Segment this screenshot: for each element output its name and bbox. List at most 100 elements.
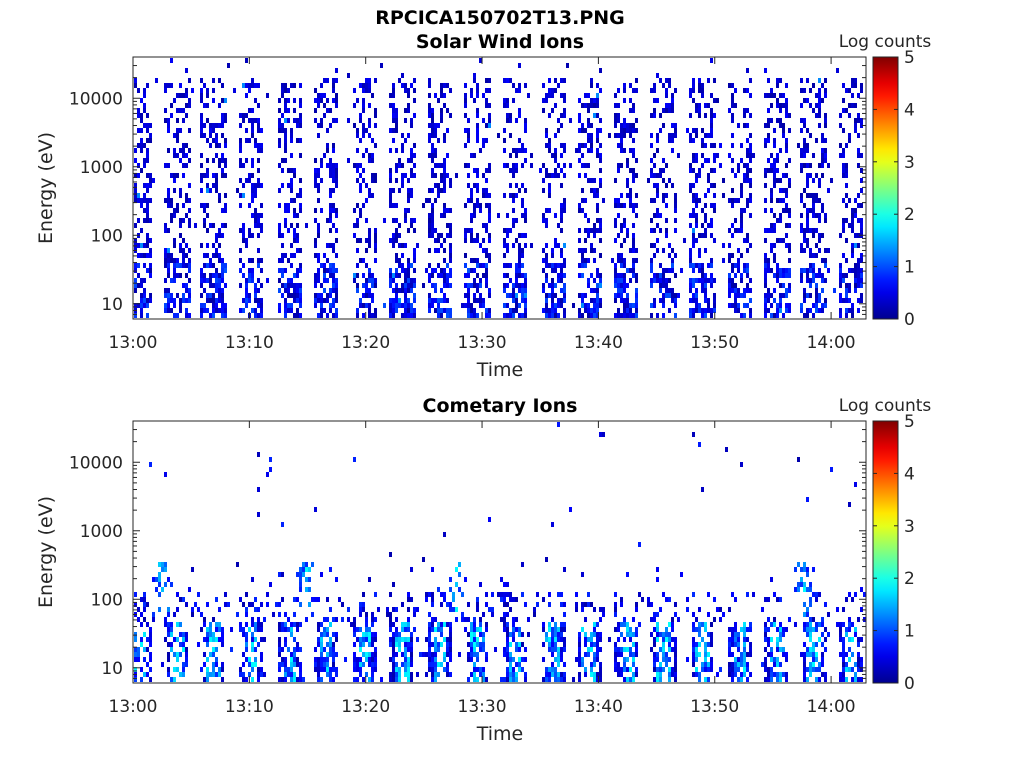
spectrogram-cell <box>212 138 215 143</box>
spectrogram-cell <box>320 622 323 627</box>
spectrogram-cell <box>479 58 482 63</box>
spectrogram-cell <box>407 298 410 303</box>
spectrogram-cell <box>701 88 704 93</box>
spectrogram-cell <box>485 178 488 183</box>
spectrogram-cell <box>551 632 554 637</box>
spectrogram-cell <box>176 118 179 123</box>
spectrogram-cell <box>368 228 371 233</box>
spectrogram-cell <box>695 308 698 313</box>
spectrogram-cell <box>368 158 371 163</box>
spectrogram-cell <box>713 193 716 198</box>
spectrogram-cell <box>695 153 698 158</box>
spectrogram-cell <box>209 627 212 632</box>
spectrogram-cell <box>713 617 716 622</box>
spectrogram-cell <box>461 612 464 617</box>
spectrogram-cell <box>662 193 665 198</box>
spectrogram-cell <box>413 258 416 263</box>
spectrogram-cell <box>251 83 254 88</box>
spectrogram-cell <box>401 263 404 268</box>
spectrogram-cell <box>857 133 860 138</box>
spectrogram-cell <box>296 213 299 218</box>
spectrogram-cell <box>635 607 638 612</box>
spectrogram-cell <box>359 657 362 662</box>
spectrogram-cell <box>806 218 809 223</box>
spectrogram-cell <box>734 637 737 642</box>
spectrogram-cell <box>467 303 470 308</box>
spectrogram-cell <box>332 288 335 293</box>
spectrogram-cell <box>221 642 224 647</box>
spectrogram-cell <box>398 672 401 677</box>
spectrogram-cell <box>146 268 149 273</box>
spectrogram-cell <box>257 298 260 303</box>
spectrogram-cell <box>698 83 701 88</box>
spectrogram-cell <box>149 632 152 637</box>
spectrogram-cell <box>374 123 377 128</box>
spectrogram-cell <box>317 253 320 258</box>
spectrogram-cell <box>506 637 509 642</box>
spectrogram-cell <box>818 238 821 243</box>
spectrogram-cell <box>296 283 299 288</box>
spectrogram-cell <box>134 263 137 268</box>
spectrogram-cell <box>236 612 239 617</box>
spectrogram-cell <box>518 313 521 318</box>
spectrogram-cell <box>299 153 302 158</box>
spectrogram-cell <box>782 133 785 138</box>
spectrogram-cell <box>266 602 269 607</box>
spectrogram-cell <box>593 113 596 118</box>
spectrogram-cell <box>395 298 398 303</box>
spectrogram-cell <box>692 268 695 273</box>
spectrogram-cell <box>224 98 227 103</box>
spectrogram-cell <box>632 153 635 158</box>
spectrogram-cell <box>530 243 533 248</box>
spectrogram-cell <box>722 193 725 198</box>
spectrogram-cell <box>587 133 590 138</box>
spectrogram-cell <box>359 213 362 218</box>
spectrogram-cell <box>473 642 476 647</box>
spectrogram-cell <box>671 288 674 293</box>
spectrogram-cell <box>239 268 242 273</box>
spectrogram-cell <box>695 303 698 308</box>
spectrogram-cell <box>410 288 413 293</box>
spectrogram-cell <box>809 582 812 587</box>
spectrogram-cell <box>614 313 617 318</box>
spectrogram-cell <box>530 163 533 168</box>
spectrogram-cell <box>443 622 446 627</box>
spectrogram-cell <box>656 248 659 253</box>
spectrogram-cell <box>629 303 632 308</box>
spectrogram-cell <box>482 647 485 652</box>
spectrogram-cell <box>428 632 431 637</box>
spectrogram-cell <box>422 652 425 657</box>
spectrogram-cell <box>692 293 695 298</box>
spectrogram-cell <box>548 183 551 188</box>
spectrogram-cell <box>821 288 824 293</box>
spectrogram-cell <box>551 283 554 288</box>
spectrogram-cell <box>662 158 665 163</box>
spectrogram-cell <box>167 622 170 627</box>
spectrogram-cell <box>437 627 440 632</box>
spectrogram-cell <box>143 183 146 188</box>
spectrogram-cell <box>293 98 296 103</box>
spectrogram-cell <box>371 657 374 662</box>
spectrogram-cell <box>488 88 491 93</box>
spectrogram-cell <box>203 303 206 308</box>
spectrogram-cell <box>437 263 440 268</box>
spectrogram-cell <box>581 163 584 168</box>
spectrogram-cell <box>155 577 158 582</box>
spectrogram-cell <box>410 597 413 602</box>
x-tick-label: 13:00 <box>109 697 158 717</box>
spectrogram-cell <box>479 283 482 288</box>
spectrogram-cell <box>860 253 863 258</box>
spectrogram-cell <box>584 248 587 253</box>
spectrogram-cell <box>167 273 170 278</box>
spectrogram-cell <box>707 662 710 667</box>
spectrogram-cell <box>707 278 710 283</box>
spectrogram-cell <box>485 248 488 253</box>
spectrogram-cell <box>620 602 623 607</box>
spectrogram-cell <box>395 218 398 223</box>
spectrogram-cell <box>560 153 563 158</box>
spectrogram-cell <box>143 657 146 662</box>
spectrogram-cell <box>446 128 449 133</box>
spectrogram-cell <box>698 632 701 637</box>
spectrogram-cell <box>659 647 662 652</box>
spectrogram-cell <box>749 78 752 83</box>
